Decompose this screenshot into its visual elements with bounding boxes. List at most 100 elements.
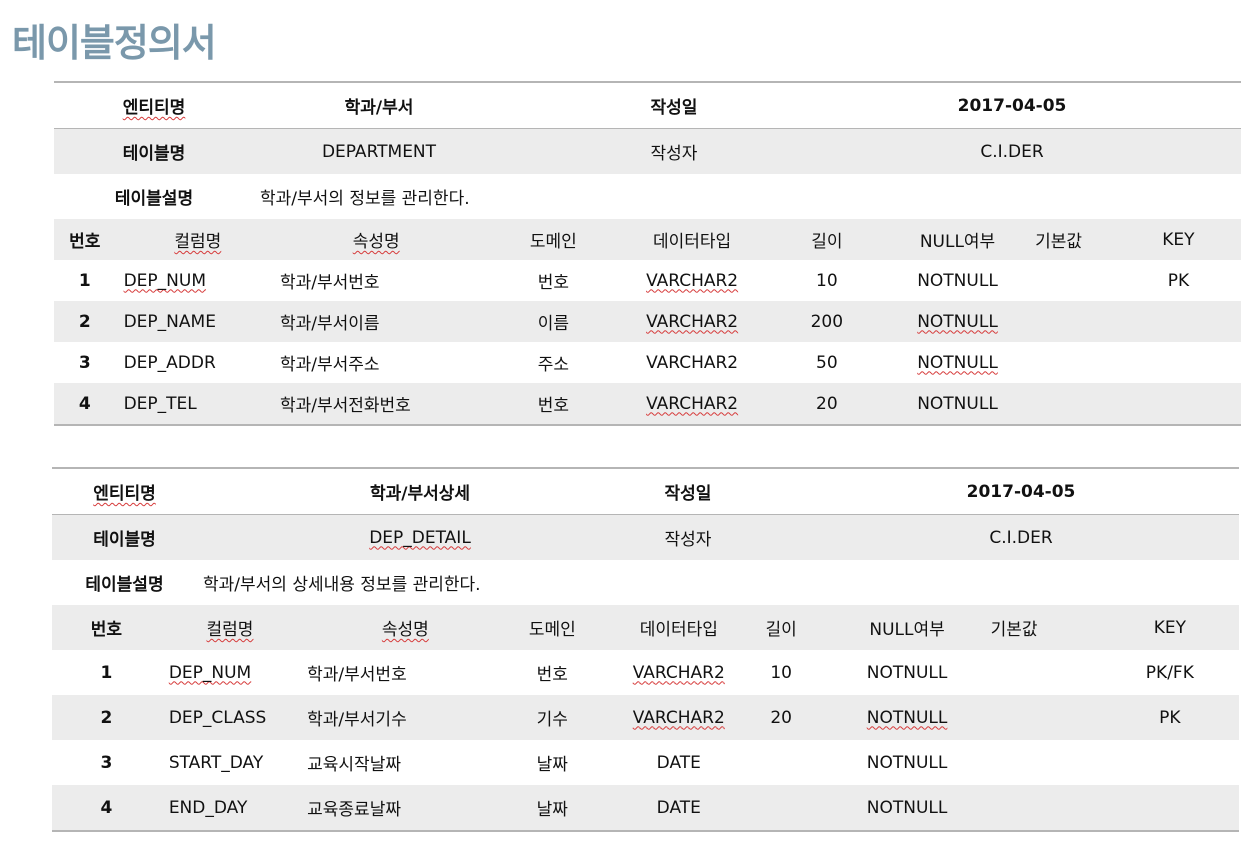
col-header-null: NULL여부 [869,620,945,640]
table-row: 3 START_DAY 교육시작날짜 날짜 DATE NOTNULL [52,740,1239,785]
page-title: 테이블정의서 [12,21,217,65]
cell-domain: 번호 [536,665,568,685]
cell-no: 4 [100,797,113,818]
cell-length: 50 [816,352,838,373]
col-header-no: 번호 [90,620,123,640]
meta-row-desc: 테이블설명 학과/부서의 상세내용 정보를 관리한다. [52,560,1239,605]
bottom-rule [52,830,1239,832]
cell-column: DEP_CLASS [168,707,267,728]
cell-length: 20 [770,707,792,728]
table-row: 4 END_DAY 교육종료날짜 날짜 DATE NOTNULL [52,785,1239,830]
cell-domain: 날짜 [536,800,568,820]
desc-label: 테이블설명 [85,575,164,595]
table-label: 테이블명 [93,530,156,550]
cell-column: DEP_NAME [123,311,216,332]
cell-attr: 학과/부서전화번호 [279,396,411,416]
desc-value: 학과/부서의 상세내용 정보를 관리한다. [203,575,481,595]
table-row: 2 DEP_CLASS 학과/부서기수 기수 VARCHAR2 20 NOTNU… [52,695,1239,740]
column-header-row: 번호 컬럼명 속성명 도메인 데이터타입 길이 NULL여부 기본값 KEY [54,219,1241,260]
cell-domain: 번호 [537,396,569,416]
col-header-attr: 속성명 [381,620,429,640]
meta-row-desc: 테이블설명 학과/부서의 정보를 관리한다. [54,174,1241,219]
col-header-length: 길이 [765,620,797,640]
col-header-no: 번호 [69,232,101,252]
cell-type: VARCHAR2 [632,662,725,683]
author-value: C.I.DER [989,527,1053,548]
cell-no: 2 [100,707,113,728]
cell-null: NOTNULL [866,752,948,773]
entity-value: 학과/부서 [344,98,414,118]
meta-row-table: 테이블명 DEPARTMENT 작성자 C.I.DER [54,129,1241,174]
cell-type: VARCHAR2 [646,393,739,414]
cell-null: NOTNULL [866,797,948,818]
cell-null: NOTNULL [917,352,998,373]
author-label: 작성자 [664,530,712,550]
col-header-domain: 도메인 [528,620,576,640]
cell-length: 10 [816,270,838,291]
table-definition-department: 엔티티명 학과/부서 작성일 2017-04-05 테이블명 DEPARTMEN… [54,81,1241,426]
cell-no: 3 [78,352,91,373]
cell-length: 10 [770,662,792,683]
cell-key: PK [1167,270,1190,291]
cell-null: NOTNULL [917,393,998,414]
cell-no: 3 [100,752,113,773]
table-definition-dep-detail: 엔티티명 학과/부서상세 작성일 2017-04-05 테이블명 DEP_DET… [52,467,1239,832]
col-header-null: NULL여부 [919,232,996,252]
table-value: DEP_DETAIL [369,527,471,548]
meta-row-entity: 엔티티명 학과/부서상세 작성일 2017-04-05 [52,469,1239,514]
bottom-rule [54,424,1241,426]
cell-column: DEP_ADDR [123,352,216,373]
col-header-attr: 속성명 [352,232,400,252]
meta-row-entity: 엔티티명 학과/부서 작성일 2017-04-05 [54,83,1241,128]
cell-type: DATE [656,752,701,773]
cell-domain: 주소 [537,355,569,375]
author-label: 작성자 [650,144,698,164]
cell-attr: 학과/부서번호 [279,273,380,293]
cell-domain: 기수 [536,710,568,730]
col-header-domain: 도메인 [529,232,577,252]
cell-type: VARCHAR2 [632,707,725,728]
cell-column: DEP_TEL [123,393,197,414]
date-value: 2017-04-05 [957,95,1067,116]
date-value: 2017-04-05 [966,481,1076,502]
table-label: 테이블명 [122,144,186,164]
cell-type: VARCHAR2 [646,352,739,373]
cell-column: START_DAY [168,752,264,773]
date-label: 작성일 [650,98,698,118]
top-rule [52,467,1239,469]
cell-length: 200 [810,311,844,332]
divider [54,128,1241,129]
table-row: 4 DEP_TEL 학과/부서전화번호 번호 VARCHAR2 20 NOTNU… [54,383,1241,424]
col-header-length: 길이 [811,232,843,252]
cell-no: 1 [78,270,91,291]
col-header-type: 데이터타입 [653,232,732,252]
cell-null: NOTNULL [917,311,998,332]
cell-type: VARCHAR2 [646,270,739,291]
cell-null: NOTNULL [866,707,948,728]
cell-column: DEP_NUM [123,270,207,291]
date-label: 작성일 [664,484,712,504]
cell-attr: 학과/부서이름 [279,314,380,334]
meta-row-table: 테이블명 DEP_DETAIL 작성자 C.I.DER [52,515,1239,560]
top-rule [54,81,1241,83]
col-header-key: KEY [1162,229,1195,250]
table-row: 1 DEP_NUM 학과/부서번호 번호 VARCHAR2 10 NOTNULL… [54,260,1241,301]
cell-length: 20 [816,393,838,414]
cell-attr: 학과/부서주소 [279,355,380,375]
cell-no: 2 [78,311,91,332]
cell-key: PK [1159,707,1181,728]
table-row: 1 DEP_NUM 학과/부서번호 번호 VARCHAR2 10 NOTNULL… [52,650,1239,695]
cell-null: NOTNULL [917,270,998,291]
entity-value: 학과/부서상세 [369,484,471,504]
entity-label: 엔티티명 [93,484,156,504]
cell-type: DATE [656,797,701,818]
cell-attr: 학과/부서번호 [307,665,407,685]
cell-domain: 날짜 [536,755,568,775]
cell-domain: 번호 [537,273,569,293]
cell-column: END_DAY [168,797,248,818]
cell-no: 1 [100,662,113,683]
cell-attr: 교육종료날짜 [307,800,401,820]
cell-attr: 교육시작날짜 [307,755,401,775]
col-header-column: 컬럼명 [174,232,222,252]
col-header-key: KEY [1153,617,1186,638]
